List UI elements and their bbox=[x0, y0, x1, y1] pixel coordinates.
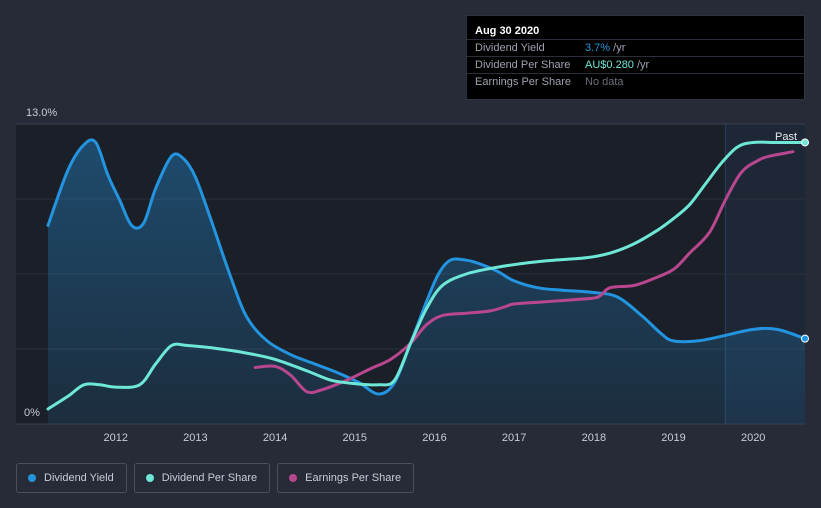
legend-dot-icon bbox=[145, 474, 154, 482]
y-bottom-label: 0% bbox=[24, 407, 40, 419]
tooltip-divider bbox=[467, 56, 804, 57]
x-tick-2014: 2014 bbox=[263, 432, 287, 444]
tooltip-date: Aug 30 2020 bbox=[475, 25, 540, 37]
dividend-yield-value: 3.7% bbox=[585, 42, 611, 54]
chart-legend: Dividend Yield Dividend Per Share Earnin… bbox=[16, 463, 421, 493]
tooltip-divider bbox=[467, 39, 804, 40]
x-tick-2020: 2020 bbox=[741, 432, 765, 444]
tooltip-label: Dividend Per Share bbox=[475, 59, 571, 71]
x-tick-2017: 2017 bbox=[502, 432, 526, 444]
x-tick-2015: 2015 bbox=[343, 432, 367, 444]
dividend-per-share-line bbox=[46, 140, 807, 411]
tooltip-value: 3.7% /yr bbox=[585, 42, 625, 54]
value-unit: /yr bbox=[610, 42, 626, 54]
tooltip-row-earnings-per-share: Earnings Per Share No data bbox=[467, 73, 804, 92]
x-tick-2013: 2013 bbox=[183, 432, 207, 444]
tooltip-label: Dividend Yield bbox=[475, 42, 545, 54]
tooltip-label: Earnings Per Share bbox=[475, 76, 571, 88]
past-label: Past bbox=[775, 131, 797, 143]
dividend-per-share-endpoint bbox=[801, 138, 809, 147]
x-tick-2019: 2019 bbox=[661, 432, 685, 444]
legend-label: Dividend Per Share bbox=[161, 472, 258, 484]
x-tick-2016: 2016 bbox=[422, 432, 446, 444]
y-top-label: 13.0% bbox=[26, 107, 57, 119]
legend-earnings-per-share[interactable]: Earnings Per Share bbox=[277, 463, 415, 493]
dividend-per-share-value: AU$0.280 bbox=[585, 59, 634, 71]
tooltip-row-dividend-yield: Dividend Yield 3.7% /yr bbox=[467, 39, 804, 58]
hover-tooltip: Aug 30 2020 Dividend Yield 3.7% /yr Divi… bbox=[466, 15, 805, 100]
tooltip-value: AU$0.280 /yr bbox=[585, 59, 649, 71]
series-endpoints bbox=[801, 138, 809, 343]
dividend-yield-line bbox=[46, 138, 807, 396]
legend-label: Dividend Yield bbox=[44, 472, 114, 484]
value-unit: /yr bbox=[633, 59, 650, 71]
x-tick-labels: 2012 2013 2014 2015 2016 2017 2018 2019 2020 bbox=[103, 432, 765, 444]
legend-dividend-per-share[interactable]: Dividend Per Share bbox=[133, 463, 271, 493]
legend-dividend-yield[interactable]: Dividend Yield bbox=[16, 463, 127, 493]
legend-dot-icon bbox=[289, 474, 298, 482]
dividend-yield-endpoint bbox=[801, 334, 809, 343]
earnings-per-share-value: No data bbox=[585, 76, 624, 88]
x-tick-2018: 2018 bbox=[582, 432, 606, 444]
x-tick-2012: 2012 bbox=[103, 432, 127, 444]
series-layer bbox=[46, 138, 807, 424]
tooltip-row-dividend-per-share: Dividend Per Share AU$0.280 /yr bbox=[467, 56, 804, 75]
tooltip-divider bbox=[467, 73, 804, 74]
legend-dot-icon bbox=[28, 474, 36, 482]
legend-label: Earnings Per Share bbox=[305, 472, 402, 484]
